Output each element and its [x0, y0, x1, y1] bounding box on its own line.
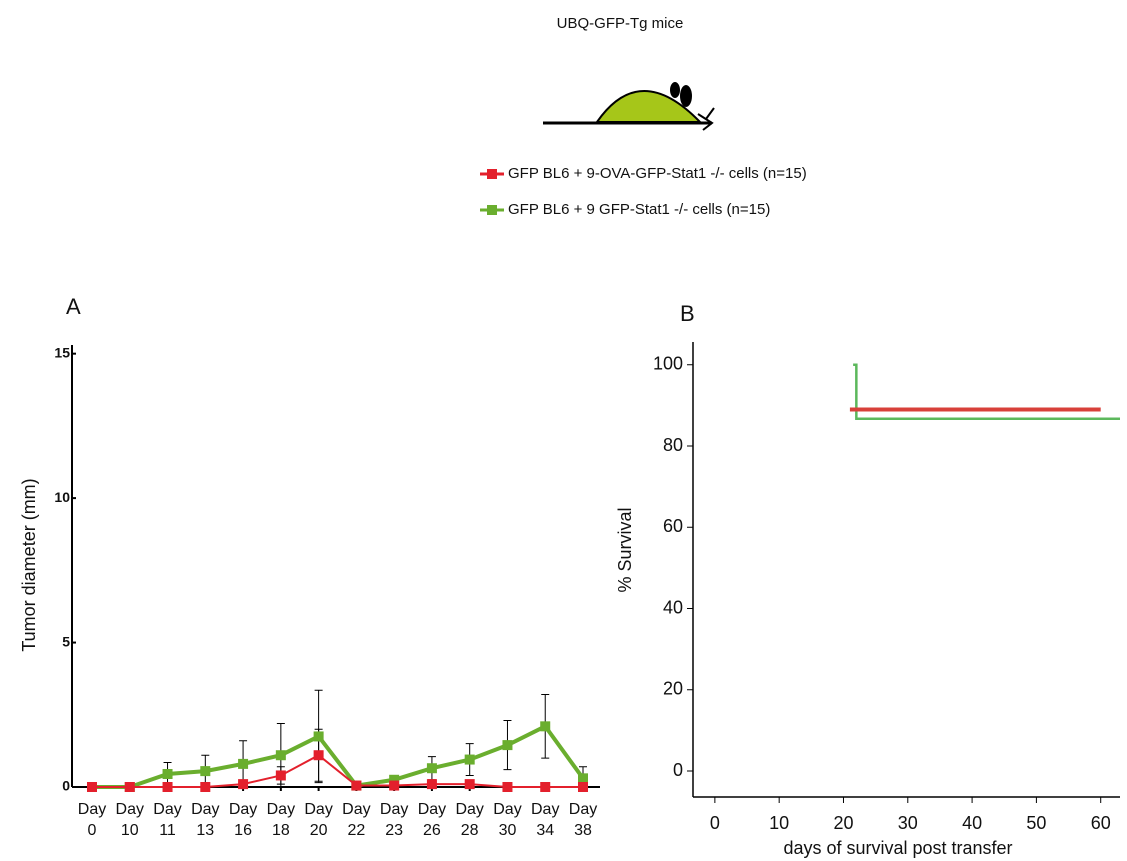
panel-label: A — [66, 294, 81, 319]
series-line — [92, 723, 585, 789]
point — [578, 782, 588, 792]
x-tick-label: 60 — [1091, 813, 1111, 833]
x-tick-label: 0 — [710, 813, 720, 833]
legend-swatch — [487, 205, 497, 215]
point — [162, 782, 173, 792]
point — [464, 779, 475, 790]
point — [389, 774, 400, 785]
x-axis-label: days of survival post transfer — [783, 838, 1012, 858]
x-tick-label: Day 11 — [153, 801, 181, 839]
point — [275, 750, 286, 761]
y-tick-label: 20 — [663, 679, 683, 699]
y-tick-label: 40 — [663, 597, 683, 617]
point — [238, 758, 249, 769]
point — [351, 780, 362, 791]
point — [540, 782, 551, 792]
point — [87, 782, 97, 792]
figure-title: UBQ-GFP-Tg mice — [557, 15, 684, 32]
point — [200, 782, 211, 792]
point — [162, 769, 173, 779]
mouse-icon — [543, 82, 715, 131]
panel-label: B — [680, 301, 695, 326]
x-tick-label: Day 10 — [116, 801, 144, 839]
x-tick-label: 50 — [1026, 813, 1046, 833]
x-tick-label: Day 13 — [191, 801, 219, 839]
x-tick-label: Day 23 — [380, 801, 408, 839]
point — [540, 721, 551, 732]
y-tick-label: 10 — [54, 489, 70, 505]
point — [389, 780, 400, 791]
point — [313, 731, 324, 742]
point — [502, 782, 513, 792]
x-tick-label: Day 18 — [267, 801, 295, 839]
x-tick-label: Day 22 — [342, 801, 370, 839]
x-tick-label: 40 — [962, 813, 982, 833]
y-axis-label: % Survival — [615, 507, 635, 592]
legend-swatch — [487, 169, 497, 179]
point — [464, 754, 475, 765]
x-tick-label: Day 0 — [78, 801, 106, 839]
x-tick-label: 30 — [898, 813, 918, 833]
x-tick-label: 20 — [833, 813, 853, 833]
y-tick-label: 0 — [673, 760, 683, 780]
legend-label: GFP BL6 + 9 GFP-Stat1 -/- cells (n=15) — [508, 201, 770, 218]
point — [124, 782, 135, 792]
x-tick-label: 10 — [769, 813, 789, 833]
x-tick-label: Day 28 — [455, 801, 483, 839]
x-tick-label: Day 30 — [493, 801, 521, 839]
y-tick-label: 60 — [663, 516, 683, 536]
point — [275, 770, 286, 781]
point — [313, 750, 324, 761]
series-line — [92, 754, 583, 788]
legend-label: GFP BL6 + 9-OVA-GFP-Stat1 -/- cells (n=1… — [508, 165, 807, 182]
y-tick-label: 15 — [54, 344, 70, 360]
y-tick-label: 5 — [62, 633, 70, 649]
x-tick-label: Day 38 — [569, 801, 597, 839]
y-tick-label: 80 — [663, 435, 683, 455]
y-tick-label: 100 — [653, 354, 683, 374]
y-axis-label: Tumor diameter (mm) — [19, 478, 39, 651]
survival-curve — [853, 363, 1120, 421]
point — [200, 766, 211, 777]
x-tick-label: Day 16 — [229, 801, 257, 839]
x-tick-label: Day 34 — [531, 801, 559, 839]
point — [502, 740, 513, 751]
x-tick-label: Day 26 — [418, 801, 446, 839]
x-tick-label: Day 20 — [304, 801, 332, 839]
y-tick-label: 0 — [62, 778, 70, 794]
point — [426, 763, 437, 774]
point — [426, 779, 437, 790]
point — [578, 773, 588, 784]
point — [238, 779, 249, 790]
